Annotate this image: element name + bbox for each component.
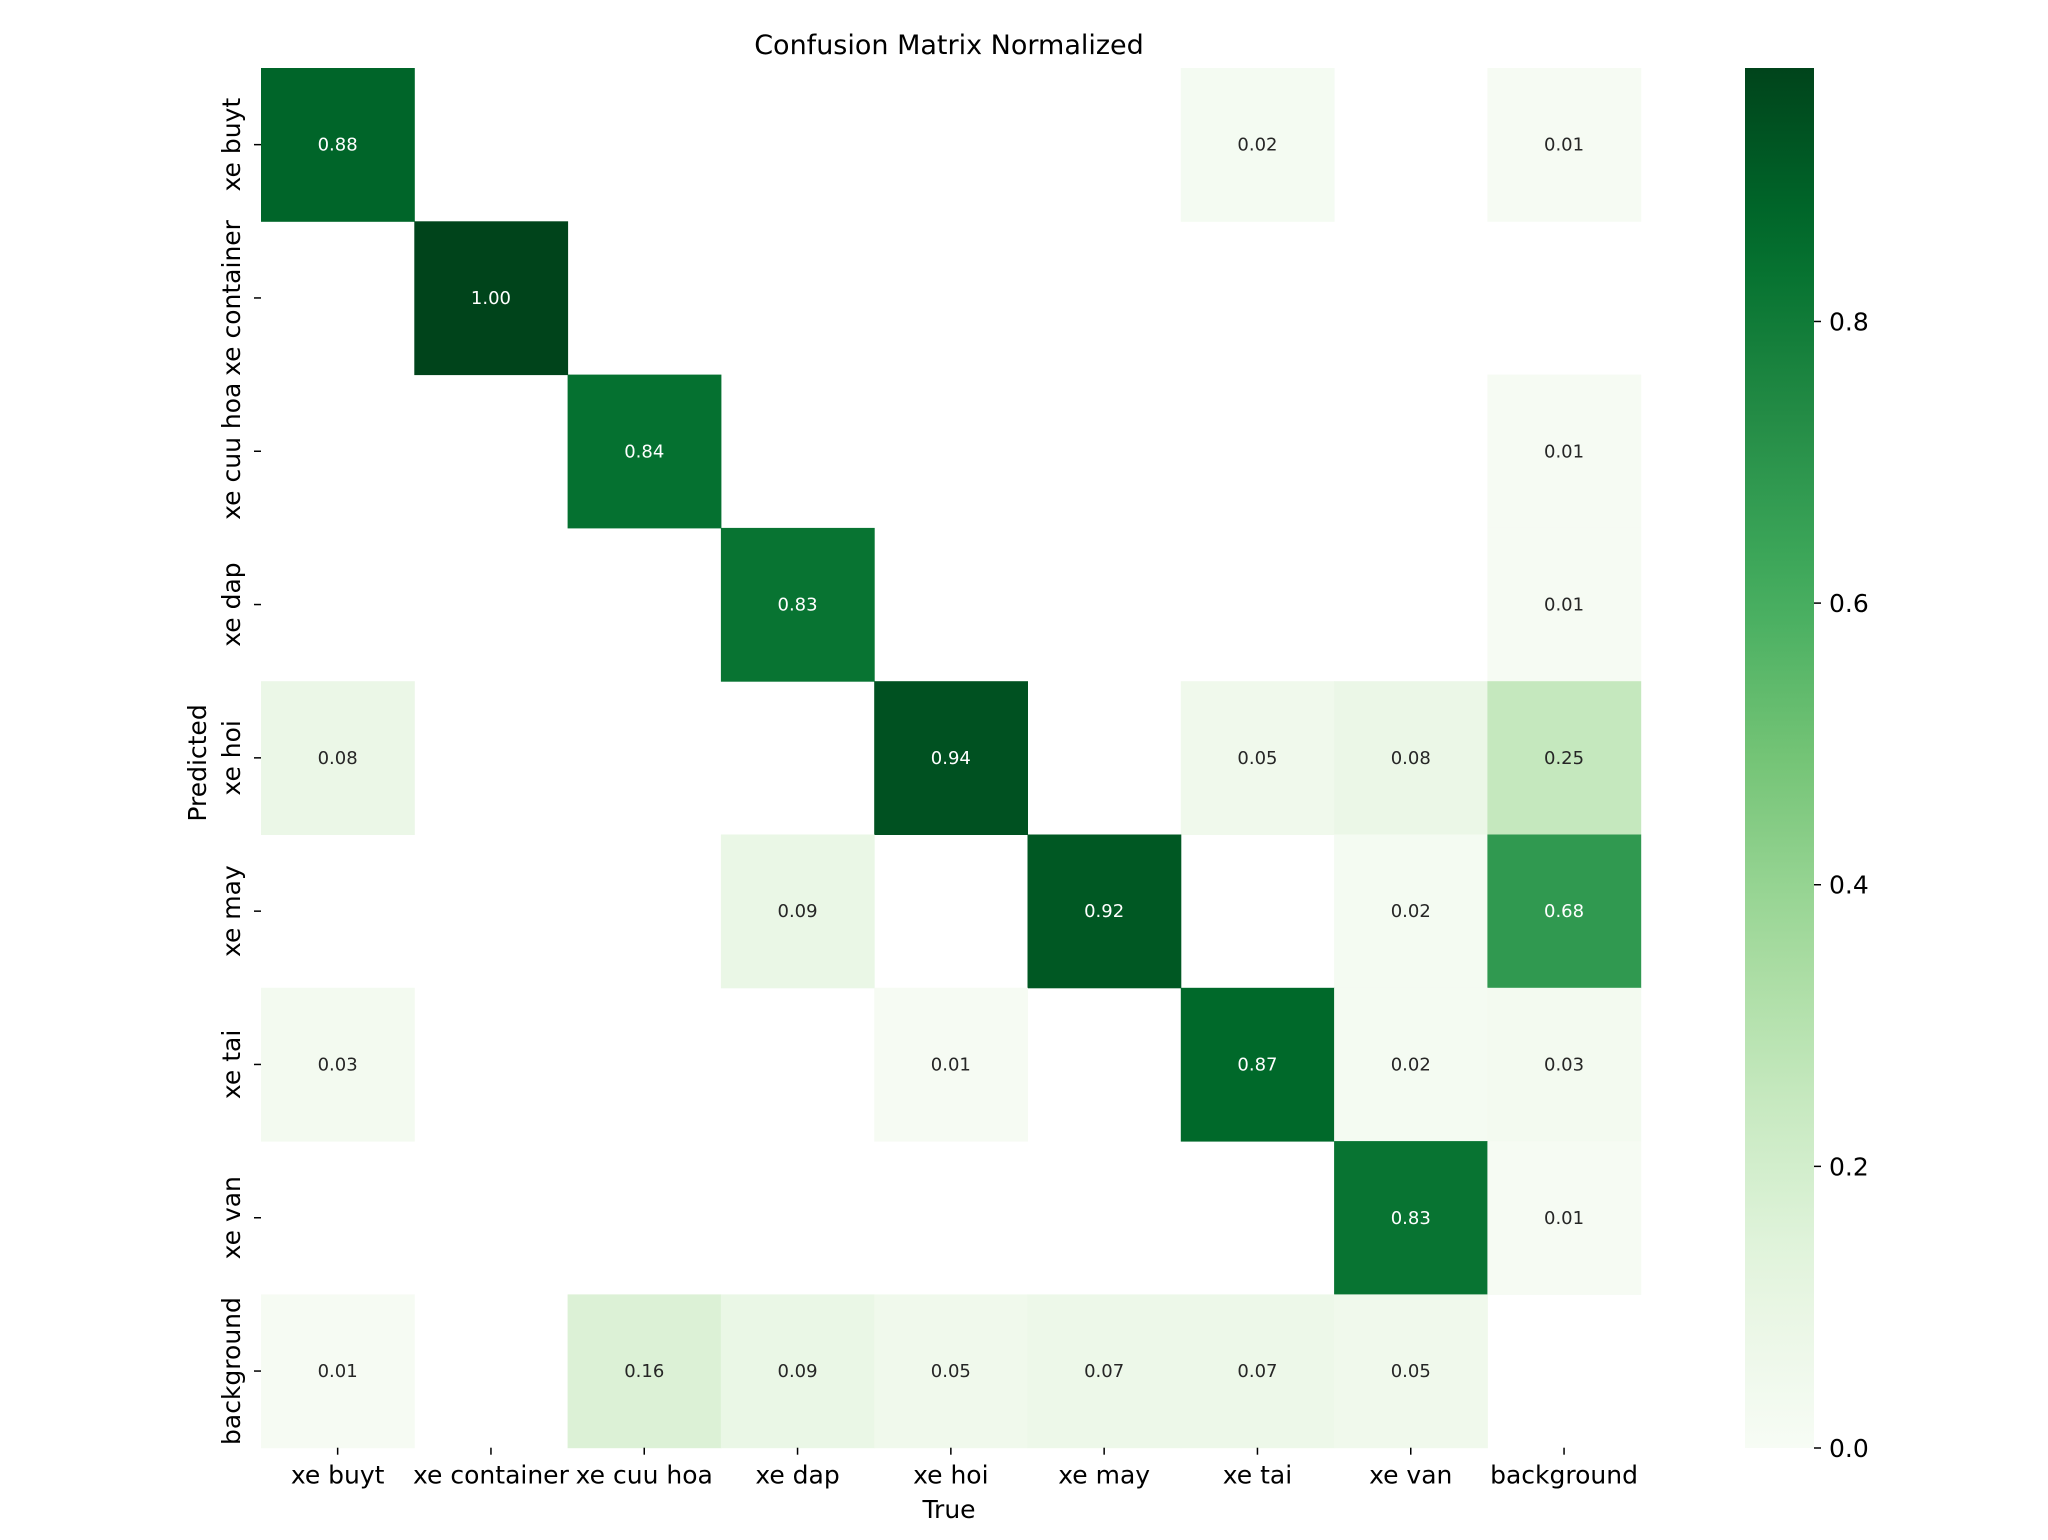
y-tick-label: xe container bbox=[217, 219, 246, 376]
x-tick-label: xe hoi bbox=[913, 1461, 988, 1490]
cell-value-label: 0.94 bbox=[931, 748, 971, 769]
colorbar-tick-label: 0.6 bbox=[1829, 589, 1869, 618]
heatmap-cell bbox=[414, 221, 569, 376]
cell-value-label: 0.01 bbox=[1544, 595, 1584, 616]
y-tick-label: xe dap bbox=[217, 562, 246, 646]
cell-value-label: 0.07 bbox=[1237, 1361, 1277, 1382]
cell-value-label: 0.01 bbox=[1544, 441, 1584, 462]
colorbar: 0.0 0.2 0.4 0.6 0.8 bbox=[1745, 68, 1869, 1463]
y-tick-label: background bbox=[217, 1297, 246, 1445]
heatmap-cell bbox=[720, 1294, 875, 1449]
heatmap-cell bbox=[1487, 681, 1642, 835]
cell-value-label: 0.02 bbox=[1391, 1054, 1431, 1075]
x-tick-label: xe tai bbox=[1223, 1461, 1292, 1490]
x-axis-ticks: xe buyt xe container xe cuu hoa xe dap xe ho… bbox=[291, 1447, 1638, 1490]
heatmap-cell bbox=[261, 1294, 415, 1449]
colorbar-gradient bbox=[1745, 68, 1814, 1448]
cell-value-label: 0.09 bbox=[778, 901, 818, 922]
cell-value-label: 0.08 bbox=[1391, 748, 1431, 769]
cell-value-label: 0.09 bbox=[778, 1361, 818, 1382]
colorbar-tick-label: 0.8 bbox=[1829, 307, 1869, 336]
cell-value-label: 0.08 bbox=[318, 748, 358, 769]
heatmap-cell bbox=[720, 834, 875, 989]
heatmap-cell bbox=[1487, 834, 1642, 989]
cell-value-label: 0.05 bbox=[931, 1361, 971, 1382]
cell-value-label: 0.01 bbox=[318, 1361, 358, 1382]
heatmap-cell bbox=[874, 1294, 1028, 1449]
y-tick-label: xe cuu hoa bbox=[217, 383, 246, 520]
y-tick-label: xe may bbox=[217, 865, 246, 957]
heatmap-cell bbox=[1027, 1294, 1182, 1449]
heatmap-cell bbox=[1180, 1294, 1335, 1449]
colorbar-tick-label: 0.2 bbox=[1829, 1152, 1869, 1181]
chart-title: Confusion Matrix Normalized bbox=[754, 30, 1144, 61]
heatmap-cell bbox=[567, 1294, 722, 1449]
heatmap-cell bbox=[1487, 987, 1642, 1142]
heatmap-cell bbox=[1487, 68, 1642, 222]
y-axis-ticks: xe buyt xe container xe cuu hoa xe dap xe ho… bbox=[217, 98, 261, 1445]
y-tick-label: xe hoi bbox=[217, 720, 246, 795]
cell-value-label: 0.88 bbox=[318, 135, 358, 156]
heatmap-cell bbox=[261, 681, 415, 835]
heatmap-cell bbox=[1487, 374, 1642, 529]
heatmap-cell bbox=[1180, 681, 1335, 835]
cell-value-labels: 0.88 0.02 0.01 1.00 0.84 0.01 0.83 0.01 0.08 0.94… bbox=[318, 135, 1584, 1382]
heatmap-cell bbox=[874, 987, 1028, 1142]
heatmap-cell bbox=[1027, 834, 1182, 989]
y-tick-label: xe buyt bbox=[217, 98, 246, 192]
y-tick-label: xe van bbox=[217, 1176, 246, 1259]
cell-value-label: 0.03 bbox=[1544, 1054, 1584, 1075]
x-tick-label: background bbox=[1490, 1461, 1638, 1490]
heatmap-cell bbox=[261, 68, 415, 222]
heatmap-cell bbox=[1180, 987, 1335, 1142]
colorbar-tick-label: 0.4 bbox=[1829, 871, 1869, 900]
heatmap-cell bbox=[261, 987, 415, 1142]
cell-value-label: 0.87 bbox=[1237, 1054, 1277, 1075]
cell-value-label: 0.01 bbox=[931, 1054, 971, 1075]
heatmap-cell bbox=[1334, 987, 1488, 1142]
x-tick-label: xe van bbox=[1369, 1461, 1452, 1490]
cell-value-label: 0.02 bbox=[1391, 901, 1431, 922]
cell-value-label: 0.84 bbox=[624, 441, 664, 462]
cell-value-label: 0.83 bbox=[778, 595, 818, 616]
y-tick-label: xe tai bbox=[217, 1030, 246, 1099]
cell-value-label: 0.01 bbox=[1544, 1208, 1584, 1229]
heatmap-cell bbox=[1334, 1294, 1488, 1449]
heatmap-cell bbox=[1334, 1141, 1488, 1295]
colorbar-tick-label: 0.0 bbox=[1829, 1434, 1869, 1463]
cell-value-label: 0.92 bbox=[1084, 901, 1124, 922]
cell-value-label: 0.03 bbox=[318, 1054, 358, 1075]
heatmap-cell bbox=[1334, 681, 1488, 835]
x-tick-label: xe may bbox=[1058, 1461, 1150, 1490]
heatmap-cell bbox=[720, 527, 875, 682]
x-tick-label: xe dap bbox=[755, 1461, 839, 1490]
x-axis-label: True bbox=[921, 1495, 975, 1524]
cell-value-label: 0.83 bbox=[1391, 1208, 1431, 1229]
cell-value-label: 0.68 bbox=[1544, 901, 1584, 922]
heatmap-cell bbox=[1487, 1141, 1642, 1295]
x-tick-label: xe cuu hoa bbox=[576, 1461, 713, 1490]
heatmap-cell bbox=[567, 374, 722, 529]
x-tick-label: xe buyt bbox=[291, 1461, 385, 1490]
cell-value-label: 0.07 bbox=[1084, 1361, 1124, 1382]
heatmap-cell bbox=[1180, 68, 1335, 222]
y-axis-label: Predicted bbox=[183, 704, 212, 821]
heatmap-cell bbox=[874, 681, 1028, 835]
heatmap-cell bbox=[1334, 834, 1488, 989]
cell-value-label: 0.01 bbox=[1544, 135, 1584, 156]
x-tick-label: xe container bbox=[413, 1461, 570, 1490]
cell-value-label: 0.05 bbox=[1391, 1361, 1431, 1382]
cell-value-label: 0.05 bbox=[1237, 748, 1277, 769]
cell-value-label: 0.16 bbox=[624, 1361, 664, 1382]
heatmap-cells bbox=[261, 68, 1642, 1449]
cell-value-label: 0.25 bbox=[1544, 748, 1584, 769]
cell-value-label: 0.02 bbox=[1237, 135, 1277, 156]
heatmap-cell bbox=[1487, 527, 1642, 682]
cell-value-label: 1.00 bbox=[471, 288, 511, 309]
